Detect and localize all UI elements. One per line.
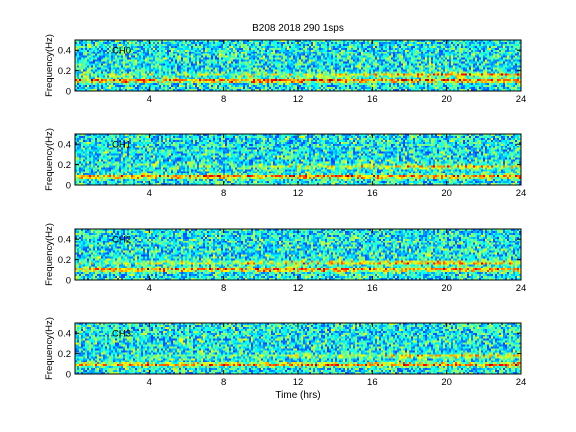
channel-label: CH0 [112,46,131,57]
x-tick-label: 4 [147,377,152,388]
y-tick-label: 0 [66,370,71,381]
channel-label: CH2 [112,235,131,246]
x-tick-label: 12 [293,283,304,294]
x-tick-label: 12 [293,188,304,199]
y-tick-label: 0.2 [58,66,71,77]
spectrogram-image [75,229,521,280]
y-axis-label: Frequency(Hz) [44,223,55,286]
y-axis-label: Frequency(Hz) [44,128,55,191]
x-tick-label: 16 [367,377,378,388]
y-tick-label: 0.2 [58,255,71,266]
y-axis-label: Frequency(Hz) [44,317,55,380]
channel-label: CH3 [112,329,131,340]
y-tick-label: 0 [66,87,71,98]
spectrogram-image [75,134,521,185]
x-tick-label: 20 [441,188,452,199]
spectrogram-image [75,40,521,91]
y-tick-label: 0 [66,276,71,287]
x-tick-label: 12 [293,377,304,388]
x-tick-label: 4 [147,283,152,294]
x-tick-label: 8 [221,377,226,388]
x-tick-label: 8 [221,283,226,294]
figure-title: B208 2018 290 1sps [252,23,344,34]
x-tick-label: 24 [516,377,527,388]
y-tick-label: 0 [66,181,71,192]
x-tick-label: 24 [516,94,527,105]
y-tick-label: 0.4 [58,329,71,340]
x-axis-label: Time (hrs) [275,390,320,401]
x-tick-label: 16 [367,188,378,199]
y-tick-label: 0.2 [58,349,71,360]
x-tick-label: 12 [293,94,304,105]
x-tick-label: 8 [221,188,226,199]
x-tick-label: 4 [147,188,152,199]
x-tick-label: 4 [147,94,152,105]
y-tick-label: 0.4 [58,140,71,151]
spectrogram-image [75,323,521,374]
x-tick-label: 20 [441,94,452,105]
x-tick-label: 24 [516,283,527,294]
x-tick-label: 8 [221,94,226,105]
x-tick-label: 20 [441,283,452,294]
x-tick-label: 20 [441,377,452,388]
y-tick-label: 0.4 [58,235,71,246]
x-tick-label: 16 [367,283,378,294]
y-tick-label: 0.2 [58,160,71,171]
channel-label: CH1 [112,140,131,151]
y-tick-label: 0.4 [58,46,71,57]
x-tick-label: 16 [367,94,378,105]
x-tick-label: 24 [516,188,527,199]
y-axis-label: Frequency(Hz) [44,34,55,97]
